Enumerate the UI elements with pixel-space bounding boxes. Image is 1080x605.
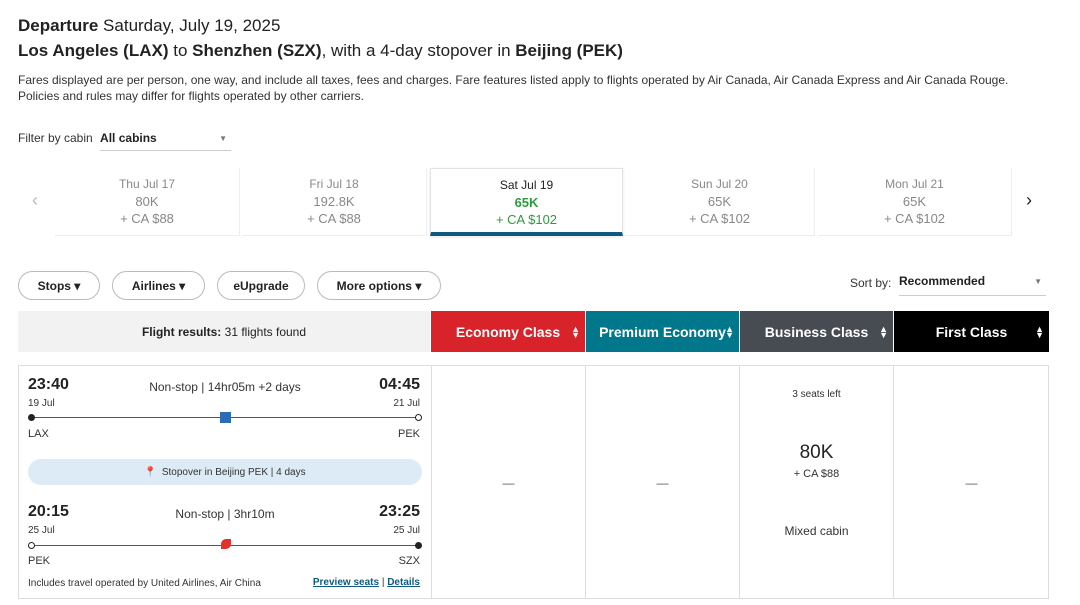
seg1-arrival-time: 04:45 — [379, 376, 420, 393]
date-fee: + CA $102 — [495, 212, 558, 227]
date-points: 65K — [707, 194, 732, 209]
details-link[interactable]: Details — [387, 577, 420, 588]
date-points: 80K — [135, 194, 159, 209]
cabin-header[interactable]: First Class ▲ ▼ — [894, 311, 1049, 352]
flight-card[interactable]: 23:40 Non-stop | 14hr05m +2 days 04:45 1… — [18, 365, 1049, 599]
date-option[interactable]: Thu Jul 17 80K + CA $88 — [55, 168, 240, 236]
date-fee: + CA $88 — [307, 211, 361, 226]
route-heading: Los Angeles (LAX) to Shenzhen (SZX), wit… — [18, 41, 623, 60]
date-option[interactable]: Sat Jul 19 65K + CA $102 — [430, 168, 623, 236]
airlines-filter-button[interactable]: Airlines ▾ — [112, 271, 205, 300]
business-fare-cell[interactable]: 3 seats left 80K + CA $88 Mixed cabin — [739, 366, 893, 598]
fare-description: Fares displayed are per person, one way,… — [18, 73, 1009, 103]
seg2-departure-time: 20:15 — [28, 503, 69, 520]
seg1-dep-date: 19 Jul — [28, 398, 55, 409]
business-points: 80K — [799, 442, 834, 463]
dest-dot — [415, 414, 422, 421]
date-option[interactable]: Sun Jul 20 65K + CA $102 — [625, 168, 815, 236]
prev-dates-button[interactable]: ‹ — [32, 190, 38, 210]
cabin-select[interactable]: All cabins ▼ — [100, 131, 232, 151]
economy-fare-cell: — — [431, 366, 585, 598]
seg2-arrival-time: 23:25 — [379, 503, 420, 520]
cabin-header[interactable]: Economy Class ▲ ▼ — [431, 311, 585, 352]
dest-dot — [415, 542, 422, 549]
preview-seats-link[interactable]: Preview seats — [312, 577, 380, 588]
more-options-button[interactable]: More options ▾ — [317, 271, 441, 300]
seg2-from: PEK — [28, 555, 51, 567]
date-points: 192.8K — [313, 194, 355, 209]
date-points: 65K — [902, 194, 927, 209]
air-china-logo-icon — [221, 539, 231, 549]
seg2-arr-date: 25 Jul — [393, 525, 420, 536]
date-fee: + CA $102 — [688, 211, 751, 226]
cabin-header[interactable]: Premium Economy ▲ ▼ — [586, 311, 739, 352]
seg2-info: Non-stop | 3hr10m — [175, 507, 275, 521]
cabin-filter: Filter by cabin All cabins ▼ — [18, 131, 232, 151]
sort-control: Sort by: Recommended ▼ — [850, 274, 1046, 296]
date-fee: + CA $102 — [883, 211, 946, 226]
seg1-info: Non-stop | 14hr05m +2 days — [149, 380, 301, 394]
eupgrade-button[interactable]: eUpgrade — [217, 271, 305, 300]
separator: | — [381, 577, 385, 588]
seg2-dep-date: 25 Jul — [28, 525, 55, 536]
date-points: 65K — [514, 195, 539, 210]
seg2-to: SZX — [398, 555, 420, 567]
next-dates-button[interactable]: › — [1026, 190, 1032, 210]
date-label: Mon Jul 21 — [885, 177, 944, 191]
chevron-down-icon: ▼ — [1034, 277, 1042, 286]
sort-select[interactable]: Recommended ▼ — [899, 274, 1046, 296]
seg1-from: LAX — [28, 428, 49, 440]
chevron-down-icon: ▼ — [219, 134, 228, 143]
date-label: Fri Jul 18 — [309, 177, 359, 191]
date-label: Sat Jul 19 — [499, 178, 554, 192]
sort-arrows-icon: ▲ ▼ — [571, 323, 580, 340]
united-logo-icon — [220, 412, 231, 423]
cabin-header[interactable]: Business Class ▲ ▼ — [740, 311, 893, 352]
sort-arrows-icon: ▲ ▼ — [879, 323, 888, 340]
location-pin-icon: 📍 — [144, 466, 157, 478]
seg1-arr-date: 21 Jul — [393, 398, 420, 409]
date-label: Thu Jul 17 — [118, 177, 176, 191]
business-fee: + CA $88 — [793, 468, 840, 480]
premium-fare-cell: — — [585, 366, 739, 598]
results-count: Flight results: 31 flights found — [18, 311, 430, 352]
seg1-to: PEK — [397, 428, 420, 440]
origin-dot — [28, 414, 35, 421]
seats-left: 3 seats left — [792, 389, 841, 400]
date-fee: + CA $88 — [120, 211, 174, 226]
first-fare-cell: — — [893, 366, 1049, 598]
stops-filter-button[interactable]: Stops ▾ — [18, 271, 100, 300]
date-label: Sun Jul 20 — [691, 177, 748, 191]
sort-arrows-icon: ▲ ▼ — [725, 323, 734, 340]
seg1-departure-time: 23:40 — [28, 376, 69, 393]
origin-dot — [28, 542, 35, 549]
date-option[interactable]: Mon Jul 21 65K + CA $102 — [818, 168, 1012, 236]
operated-by: Includes travel operated by United Airli… — [28, 578, 261, 589]
sort-arrows-icon: ▲ ▼ — [1035, 323, 1044, 340]
stopover-banner: 📍 Stopover in Beijing PEK | 4 days — [28, 459, 422, 485]
mixed-cabin-note: Mixed cabin — [784, 524, 849, 538]
date-option[interactable]: Fri Jul 18 192.8K + CA $88 — [242, 168, 427, 236]
departure-heading: Departure Saturday, July 19, 2025 — [18, 16, 281, 35]
